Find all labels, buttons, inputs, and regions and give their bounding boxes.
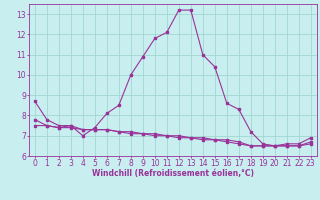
X-axis label: Windchill (Refroidissement éolien,°C): Windchill (Refroidissement éolien,°C) [92,169,254,178]
